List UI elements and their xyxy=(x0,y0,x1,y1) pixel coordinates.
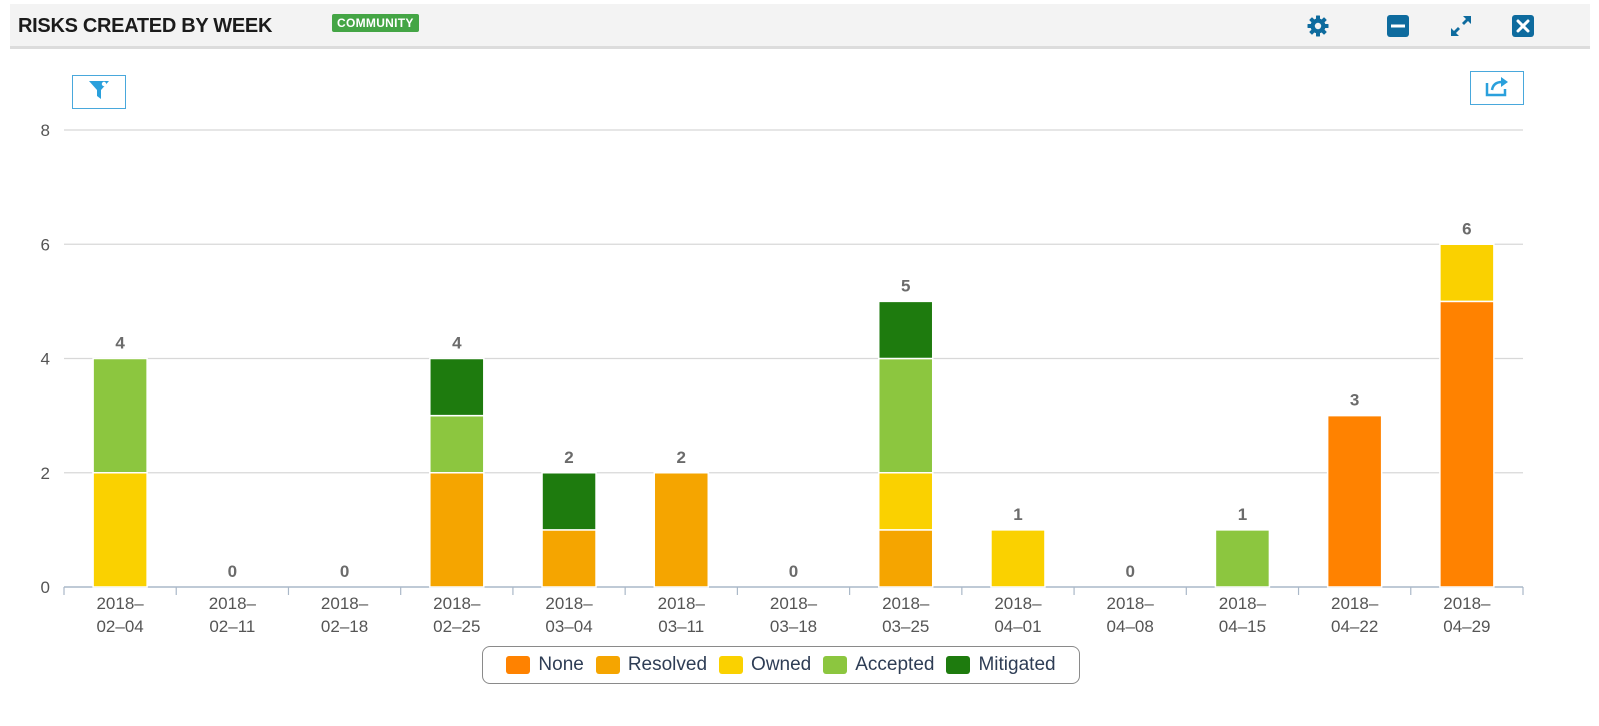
filter-icon xyxy=(87,78,111,107)
legend-swatch xyxy=(506,656,531,674)
legend-swatch xyxy=(823,656,848,674)
legend-item[interactable]: Owned xyxy=(719,654,811,676)
legend-item[interactable]: Accepted xyxy=(823,654,934,676)
bar-segment xyxy=(429,414,485,474)
x-tick-label-year: 2018– xyxy=(658,594,706,613)
bar-segment xyxy=(429,357,485,417)
legend-label: None xyxy=(538,654,584,675)
minimize-icon[interactable] xyxy=(1386,14,1410,38)
bar-segment xyxy=(541,472,597,531)
legend-swatch xyxy=(946,656,971,674)
x-tick-label-date: 03–18 xyxy=(770,617,817,636)
legend-item[interactable]: Mitigated xyxy=(946,654,1056,676)
bar-total-label: 0 xyxy=(228,562,237,581)
bar-segment xyxy=(990,529,1046,588)
x-tick-label-year: 2018– xyxy=(770,594,818,613)
bar-segment xyxy=(877,472,934,531)
x-tick-label-date: 03–25 xyxy=(882,617,929,636)
bar-total-label: 4 xyxy=(115,334,125,353)
x-tick-label-year: 2018– xyxy=(1219,594,1267,613)
community-badge: COMMUNITY xyxy=(332,14,419,32)
x-tick-label-date: 04–08 xyxy=(1107,617,1154,636)
legend-label: Accepted xyxy=(855,654,935,675)
x-tick-label-year: 2018– xyxy=(1443,594,1491,613)
expand-icon[interactable] xyxy=(1449,14,1473,38)
gear-icon[interactable] xyxy=(1306,14,1330,38)
bar-segment xyxy=(1214,529,1271,588)
x-tick-label-date: 04–22 xyxy=(1331,617,1378,636)
y-tick-label: 4 xyxy=(41,350,50,369)
bar-total-label: 2 xyxy=(564,448,573,467)
x-tick-label-date: 03–04 xyxy=(545,617,592,636)
x-tick-label-date: 04–01 xyxy=(994,617,1041,636)
legend-label: Owned xyxy=(751,654,812,675)
x-tick-label-date: 02–04 xyxy=(96,617,143,636)
bar-segment xyxy=(1326,414,1383,588)
x-tick-label-year: 2018– xyxy=(209,594,257,613)
filter-button[interactable] xyxy=(72,75,126,109)
y-tick-label: 8 xyxy=(41,121,50,140)
x-tick-label-date: 04–29 xyxy=(1443,617,1490,636)
x-tick-label-year: 2018– xyxy=(321,594,369,613)
chart-legend: None Resolved Owned Accepted Mitigated xyxy=(482,646,1080,684)
x-tick-label-date: 04–15 xyxy=(1219,617,1266,636)
export-icon xyxy=(1484,74,1510,103)
bar-segment xyxy=(877,357,934,474)
x-tick-label-year: 2018– xyxy=(96,594,144,613)
bar-total-label: 3 xyxy=(1350,391,1359,410)
x-tick-label-date: 02–11 xyxy=(209,617,255,636)
x-tick-label-year: 2018– xyxy=(882,594,930,613)
bar-total-label: 0 xyxy=(1125,562,1134,581)
y-tick-label: 2 xyxy=(41,464,50,483)
bar-segment xyxy=(653,472,710,588)
legend-label: Resolved xyxy=(627,654,708,675)
legend-item[interactable]: Resolved xyxy=(595,654,708,676)
bar-total-label: 1 xyxy=(1238,505,1247,524)
widget-title: RISKS CREATED BY WEEK xyxy=(18,15,273,37)
widget-header: RISKS CREATED BY WEEK COMMUNITY xyxy=(10,4,1590,49)
bar-segment xyxy=(877,300,934,360)
bar-total-label: 1 xyxy=(1013,505,1022,524)
bar-total-label: 5 xyxy=(901,276,910,295)
y-tick-label: 0 xyxy=(41,578,50,597)
bar-total-label: 0 xyxy=(340,562,349,581)
x-tick-label-year: 2018– xyxy=(1331,594,1379,613)
export-button[interactable] xyxy=(1470,71,1524,105)
x-tick-label-year: 2018– xyxy=(1107,594,1155,613)
bar-segment xyxy=(877,529,934,588)
x-tick-label-date: 03–11 xyxy=(658,617,704,636)
legend-item[interactable]: None xyxy=(506,654,584,676)
bar-total-label: 6 xyxy=(1462,219,1471,238)
x-tick-label-date: 02–25 xyxy=(433,617,480,636)
bar-total-label: 2 xyxy=(677,448,686,467)
bar-total-label: 4 xyxy=(452,334,462,353)
bar-segment xyxy=(541,529,597,588)
bar-segment xyxy=(1439,243,1495,303)
x-tick-label-year: 2018– xyxy=(433,594,481,613)
legend-swatch xyxy=(719,656,744,674)
x-tick-label-date: 02–18 xyxy=(321,617,368,636)
close-icon[interactable] xyxy=(1511,14,1535,38)
x-tick-label-year: 2018– xyxy=(994,594,1042,613)
x-tick-label-year: 2018– xyxy=(545,594,593,613)
bar-segment xyxy=(429,472,485,588)
bar-segment xyxy=(92,357,148,474)
legend-label: Mitigated xyxy=(978,654,1056,675)
legend-swatch xyxy=(595,656,620,674)
bar-segment xyxy=(92,472,148,588)
bar-total-label: 0 xyxy=(789,562,798,581)
y-tick-label: 6 xyxy=(41,235,50,254)
bar-segment xyxy=(1439,300,1495,588)
